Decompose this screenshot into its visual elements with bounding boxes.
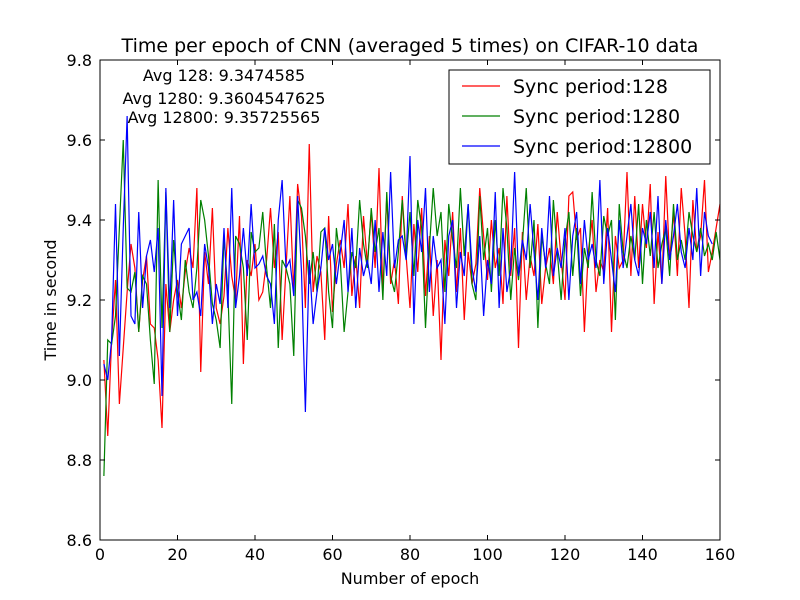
x-tick-label: 40 — [245, 545, 265, 564]
annotation-avg-128: Avg 128: 9.3474585 — [143, 66, 305, 85]
y-tick-label: 8.6 — [67, 531, 92, 550]
y-tick-label: 9.4 — [67, 211, 92, 230]
y-axis-label: Time in second — [41, 240, 60, 362]
ticks-layer: 0 20 40 60 80 100 120 140 160 8.6 8.8 9.0 9.2 9.4 9.6 9… — [67, 51, 736, 564]
legend-label-sync-1280: Sync period:1280 — [513, 106, 680, 128]
series-layer — [103, 115, 721, 477]
series-line-2 — [103, 115, 713, 413]
chart-title: Time per epoch of CNN (averaged 5 times)… — [121, 35, 699, 57]
y-tick-label: 9.8 — [67, 51, 92, 70]
annotation-avg-12800: Avg 12800: 9.35725565 — [128, 108, 321, 127]
x-tick-label: 100 — [472, 545, 503, 564]
y-tick-label: 9.2 — [67, 291, 92, 310]
x-tick-label: 20 — [167, 545, 187, 564]
x-tick-label: 80 — [400, 545, 420, 564]
legend-label-sync-128: Sync period:128 — [513, 76, 668, 98]
x-axis-label: Number of epoch — [341, 569, 480, 588]
legend-label-sync-12800: Sync period:12800 — [513, 136, 692, 158]
y-tick-label: 9.0 — [67, 371, 92, 390]
y-tick-label: 9.6 — [67, 131, 92, 150]
x-tick-label: 140 — [627, 545, 658, 564]
annotation-avg-1280: Avg 1280: 9.3604547625 — [123, 89, 326, 108]
x-tick-label: 0 — [95, 545, 105, 564]
x-tick-label: 120 — [550, 545, 581, 564]
x-tick-label: 60 — [322, 545, 342, 564]
legend: Sync period:128 Sync period:1280 Sync pe… — [448, 69, 711, 165]
y-tick-label: 8.8 — [67, 451, 92, 470]
x-tick-label: 160 — [705, 545, 736, 564]
